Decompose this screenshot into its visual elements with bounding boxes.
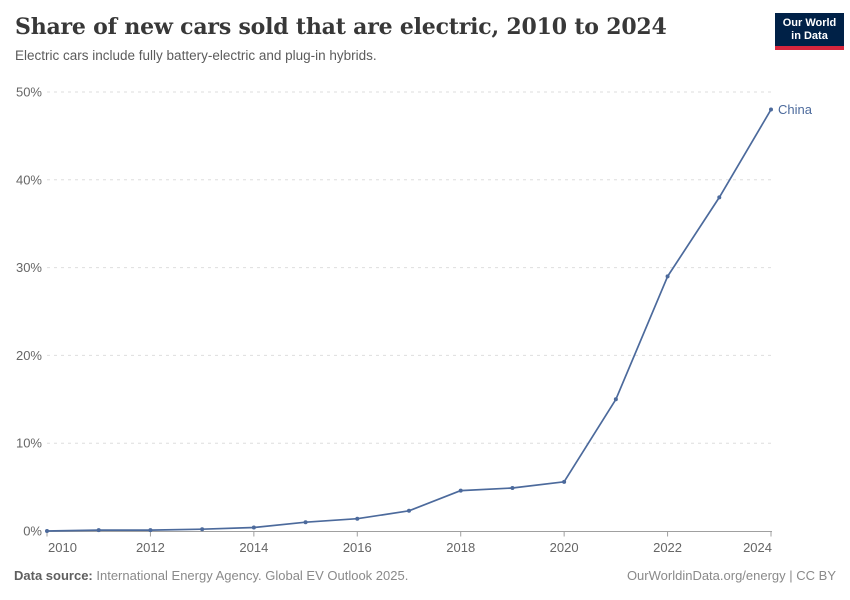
data-point-china-2022[interactable] <box>665 274 670 279</box>
chart-header: Share of new cars sold that are electric… <box>15 14 760 63</box>
chart-title: Share of new cars sold that are electric… <box>15 14 667 40</box>
data-line-china[interactable] <box>46 109 772 532</box>
x-tick-label-2012: 2012 <box>136 540 165 555</box>
data-point-china-2021[interactable] <box>613 397 618 402</box>
data-point-china-2016[interactable] <box>355 516 360 521</box>
data-point-china-2024[interactable] <box>768 107 773 112</box>
x-tick-label-2010: 2010 <box>48 540 77 555</box>
series-end-label-china[interactable]: China <box>778 102 813 117</box>
y-tick-label-40: 40% <box>16 172 42 187</box>
y-tick-label-10: 10% <box>16 436 42 451</box>
y-tick-label-30: 30% <box>16 260 42 275</box>
data-point-china-2017[interactable] <box>406 508 411 513</box>
data-point-china-2018[interactable] <box>458 488 463 493</box>
data-point-china-2012[interactable] <box>148 528 153 533</box>
chart-footer: Data source: International Energy Agency… <box>14 568 836 583</box>
data-point-china-2010[interactable] <box>45 529 49 533</box>
x-tick-label-2020: 2020 <box>550 540 579 555</box>
data-point-china-2011[interactable] <box>96 528 101 533</box>
data-point-china-2013[interactable] <box>200 527 205 532</box>
data-point-china-2015[interactable] <box>303 520 308 525</box>
chart-subtitle: Electric cars include fully battery-elec… <box>15 48 377 63</box>
credit-link[interactable]: OurWorldinData.org/energy | CC BY <box>626 568 836 583</box>
owid-logo[interactable]: Our World in Data <box>775 13 844 50</box>
x-tick-label-2024: 2024 <box>743 540 772 555</box>
data-source: Data source: International Energy Agency… <box>14 568 408 583</box>
x-tick-label-2014: 2014 <box>239 540 268 555</box>
data-point-china-2020[interactable] <box>562 479 567 484</box>
data-point-china-2019[interactable] <box>510 485 515 490</box>
owid-logo-line2: in Data <box>791 30 828 42</box>
data-point-china-2023[interactable] <box>717 195 722 200</box>
x-tick-label-2018: 2018 <box>446 540 475 555</box>
owid-logo-line1: Our World <box>782 17 837 29</box>
x-tick-label-2016: 2016 <box>343 540 372 555</box>
y-tick-label-20: 20% <box>16 348 42 363</box>
data-point-china-2014[interactable] <box>251 525 256 530</box>
data-source-text: International Energy Agency. Global EV O… <box>92 568 409 583</box>
y-tick-label-50: 50% <box>16 85 42 100</box>
data-source-label: Data source: <box>14 568 93 583</box>
x-tick-label-2022: 2022 <box>653 540 682 555</box>
y-tick-label-0: 0% <box>23 524 42 539</box>
